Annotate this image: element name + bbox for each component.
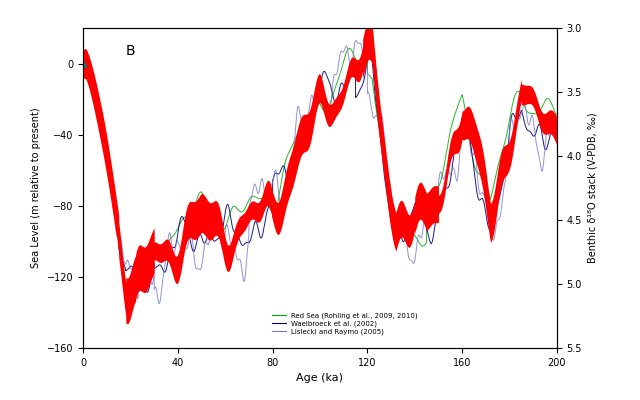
X-axis label: Age (ka): Age (ka) [296,373,344,383]
Text: B: B [126,44,136,58]
Legend: Red Sea (Rohling et al., 2009, 2010), Waelbroeck et al. (2002), Lisiecki and Ray: Red Sea (Rohling et al., 2009, 2010), Wa… [269,310,420,338]
Y-axis label: Benthic δ¹⁸O stack (V-PDB, ‰): Benthic δ¹⁸O stack (V-PDB, ‰) [588,113,598,263]
Y-axis label: Sea Level (m relative to present): Sea Level (m relative to present) [31,108,42,268]
